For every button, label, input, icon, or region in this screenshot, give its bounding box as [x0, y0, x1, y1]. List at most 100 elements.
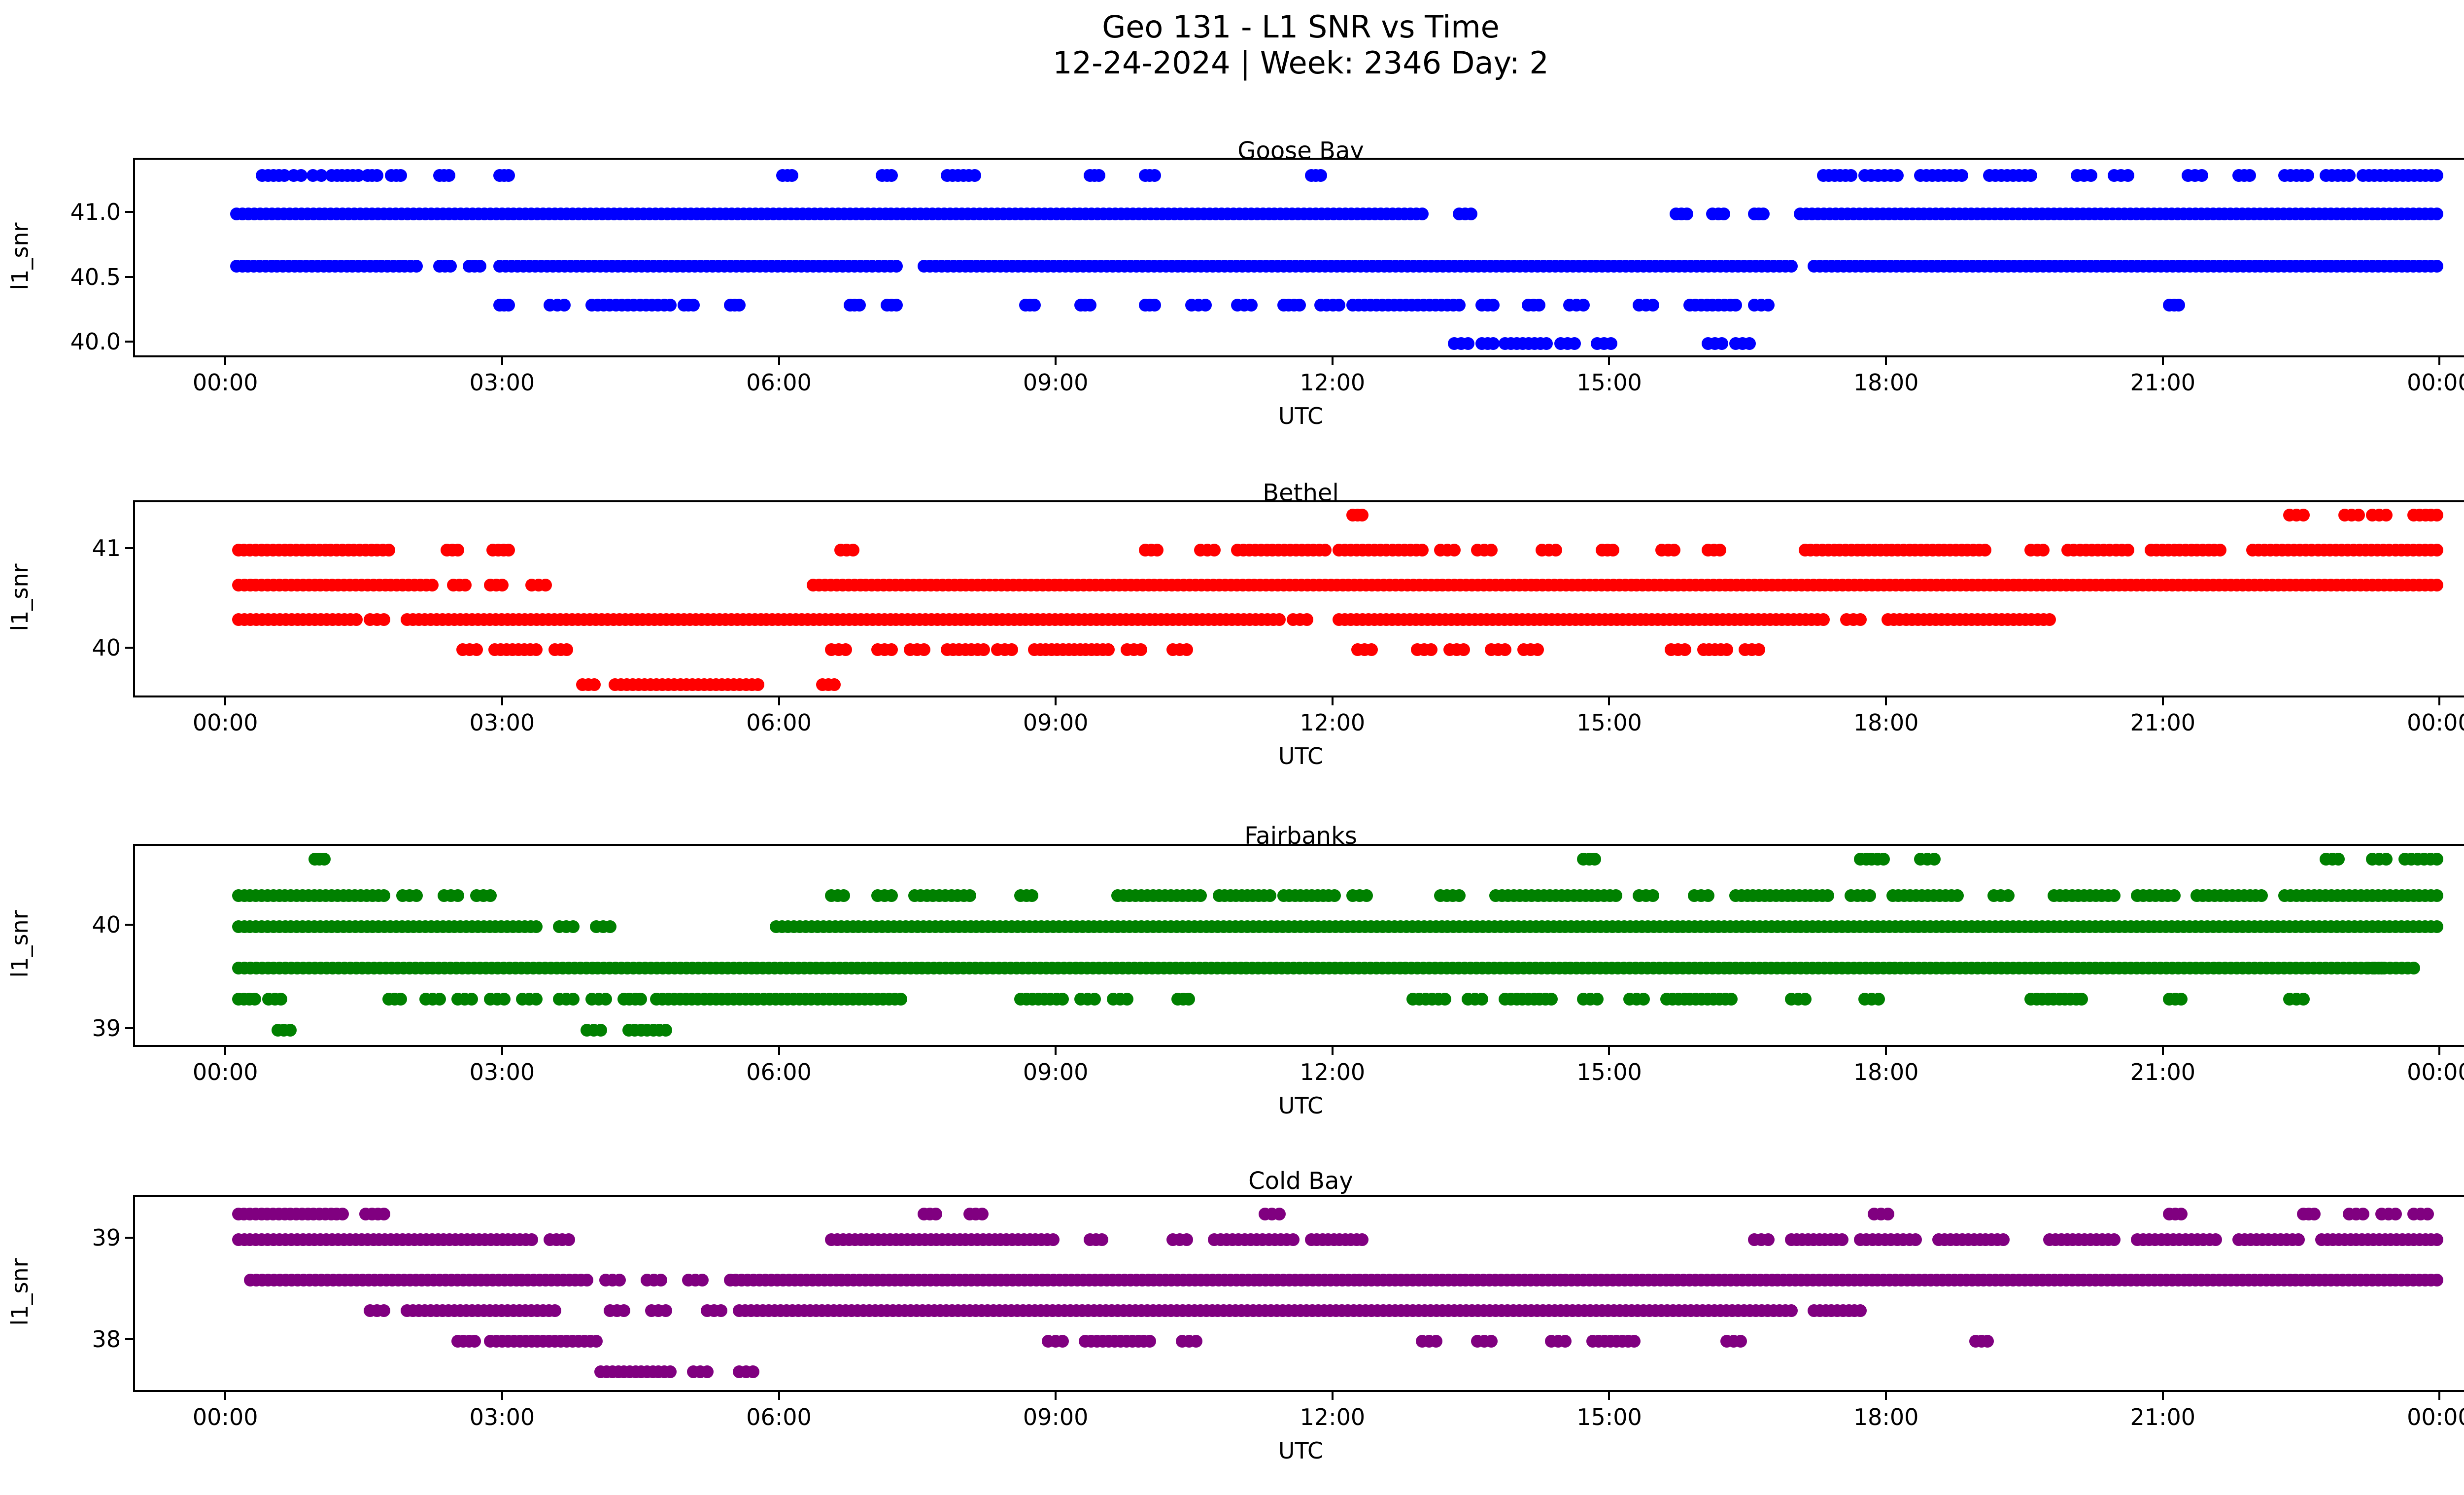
data-point [1293, 298, 1306, 312]
data-point [1333, 298, 1346, 312]
data-point [1093, 169, 1106, 182]
x-axis-tick-label: 15:00 [1576, 1059, 1642, 1085]
data-point [1272, 1208, 1286, 1221]
data-point [1415, 208, 1429, 221]
data-point [444, 259, 457, 273]
data-point [1951, 889, 1964, 902]
data-point [1981, 1334, 1994, 1348]
data-point [751, 678, 764, 691]
data-point [1272, 613, 1286, 626]
data-point [394, 993, 408, 1006]
data-point [1607, 543, 1620, 556]
data-point [382, 543, 395, 556]
data-point [1286, 1233, 1300, 1246]
x-axis-tick-label: 21:00 [2130, 709, 2196, 736]
data-point [613, 1274, 626, 1287]
data-point [525, 1233, 539, 1246]
plot-area [133, 500, 2464, 697]
data-point [2296, 993, 2310, 1006]
x-axis-tick-mark [2161, 357, 2164, 365]
plot-area [133, 1195, 2464, 1392]
data-point [663, 298, 677, 312]
x-axis-tick-label: 12:00 [1300, 1059, 1366, 1085]
data-point [1680, 208, 1693, 221]
x-axis-tick-label: 12:00 [1300, 369, 1366, 396]
data-point [1263, 889, 1276, 902]
data-point [846, 543, 859, 556]
x-axis-tick-mark [1608, 697, 1610, 705]
data-point [1485, 543, 1498, 556]
x-axis-tick-mark [1331, 357, 1334, 365]
data-point [1717, 208, 1730, 221]
data-point [2389, 1208, 2402, 1221]
x-axis-tick-label: 00:00 [192, 1059, 258, 1085]
data-point [1724, 993, 1738, 1006]
data-point [1784, 259, 1798, 273]
data-point [733, 298, 746, 312]
data-point [317, 853, 331, 866]
data-point [1102, 643, 1115, 656]
x-axis-tick-label: 06:00 [746, 369, 812, 396]
data-point [425, 578, 439, 591]
x-axis-tick-label: 00:00 [2407, 1404, 2464, 1430]
data-point [785, 169, 798, 182]
y-axis-tick-mark [125, 547, 133, 549]
x-axis-label: UTC [1278, 403, 1324, 429]
data-point [700, 1365, 714, 1378]
data-point [917, 643, 930, 656]
data-point [567, 993, 580, 1006]
x-axis-tick-label: 21:00 [2130, 369, 2196, 396]
data-point [1817, 613, 1830, 626]
x-axis-tick-label: 21:00 [2130, 1404, 2196, 1430]
data-point [1877, 853, 1890, 866]
data-point [968, 169, 981, 182]
data-point [1927, 853, 1941, 866]
data-point [1415, 543, 1429, 556]
data-point [2301, 169, 2314, 182]
x-axis-label: UTC [1278, 743, 1324, 769]
data-point [2214, 543, 2227, 556]
data-point [2421, 1208, 2434, 1221]
data-point [530, 643, 543, 656]
data-point [1882, 1208, 1895, 1221]
data-point [1997, 1233, 2010, 1246]
data-point [1429, 1334, 1442, 1348]
data-point [1485, 1334, 1498, 1348]
data-point [1715, 337, 1729, 350]
data-point [2195, 169, 2208, 182]
x-axis-tick-label: 18:00 [1853, 369, 1919, 396]
data-point [1486, 337, 1500, 350]
x-axis-tick-mark [778, 1392, 780, 1400]
subplot-title: Cold Bay [1248, 1167, 1353, 1195]
x-axis-tick-label: 03:00 [469, 1059, 535, 1085]
x-axis-tick-mark [778, 1047, 780, 1055]
data-point [1821, 889, 1835, 902]
data-point [1853, 613, 1867, 626]
data-point [2430, 543, 2444, 556]
x-axis-tick-mark [501, 357, 503, 365]
data-point [1046, 1233, 1060, 1246]
y-axis-label: l1_snr [6, 910, 33, 978]
figure-title: Geo 131 - L1 SNR vs Time 12-24-2024 | We… [0, 9, 2464, 81]
x-axis-tick-mark [501, 1047, 503, 1055]
data-point [590, 1334, 603, 1348]
data-point [890, 259, 903, 273]
data-point [599, 993, 612, 1006]
data-point [686, 298, 700, 312]
x-axis-tick-mark [224, 357, 227, 365]
data-point [1531, 643, 1544, 656]
x-axis-tick-mark [1885, 697, 1887, 705]
data-point [1182, 993, 1196, 1006]
x-axis-tick-label: 15:00 [1576, 709, 1642, 736]
data-point [594, 1024, 608, 1037]
data-point [1646, 889, 1659, 902]
data-point [410, 889, 423, 902]
data-point [2430, 1274, 2444, 1287]
x-axis-tick-mark [501, 1392, 503, 1400]
data-point [1120, 993, 1133, 1006]
x-axis-tick-label: 00:00 [2407, 709, 2464, 736]
x-axis-tick-label: 15:00 [1576, 1404, 1642, 1430]
x-axis-tick-mark [1885, 1392, 1887, 1400]
x-axis-label: UTC [1278, 1437, 1324, 1464]
data-point [1462, 337, 1475, 350]
